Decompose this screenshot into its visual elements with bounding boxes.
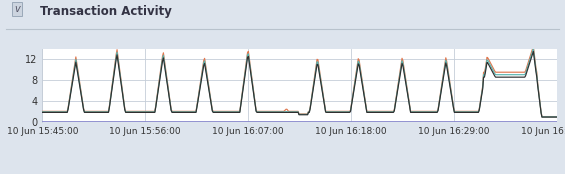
Text: v: v — [14, 4, 20, 14]
Text: Transaction Activity: Transaction Activity — [40, 5, 171, 18]
